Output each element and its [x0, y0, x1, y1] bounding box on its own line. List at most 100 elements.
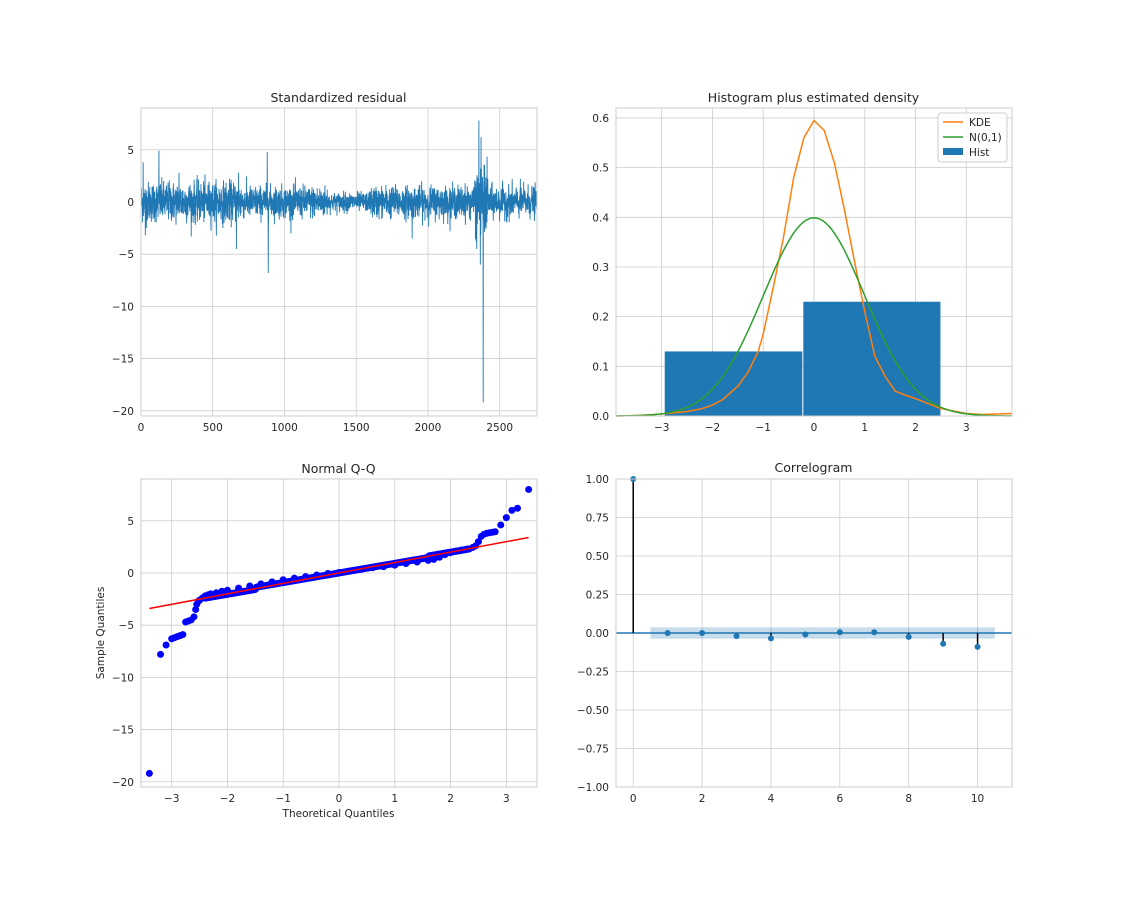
acf-marker: [664, 630, 671, 636]
hist-ytick-label: 0.3: [592, 262, 609, 274]
qq-xtick-label: −2: [220, 793, 235, 805]
histogram-bar: [803, 301, 941, 416]
resid-xtick-label: 1000: [271, 422, 298, 434]
acf-marker: [871, 629, 878, 636]
qq-point: [491, 528, 499, 536]
hist-xtick-label: 3: [963, 422, 970, 434]
correlogram-title: Correlogram: [775, 460, 853, 475]
standardized-residual-panel: Standardized residual 0 500 1000 1500 2000 25…: [112, 90, 538, 434]
hist-ytick-label: 0.6: [592, 113, 609, 125]
resid-ytick-label: −10: [112, 301, 134, 313]
hist-plot-area: [615, 119, 1013, 417]
hist-xtick-label: −3: [654, 422, 669, 434]
resid-ytick-label: −5: [119, 249, 134, 261]
acf-xtick-label: 6: [836, 793, 843, 805]
acf-marker: [940, 640, 947, 647]
acf-xtick-label: 0: [630, 793, 637, 805]
qq-xtick-label: 0: [336, 793, 343, 805]
qq-point: [508, 506, 516, 514]
qq-xtick-label: −1: [275, 793, 290, 805]
legend-normal-label: N(0,1): [969, 132, 1002, 144]
qq-ytick-label: −20: [112, 777, 134, 789]
normal-qq-panel: Normal Q-Q Theoretical Quantiles Sample …: [95, 461, 538, 820]
qq-ytick-label: −15: [112, 725, 134, 737]
qq-point: [435, 553, 443, 561]
residual-series-line: [140, 120, 538, 403]
qq-point: [190, 613, 198, 621]
legend-hist-label: Hist: [969, 147, 989, 159]
qq-point: [290, 574, 298, 582]
qq-point: [257, 580, 265, 588]
resid-ytick-label: −20: [112, 406, 134, 418]
acf-ytick-label: 0.50: [586, 551, 609, 563]
qq-reference-line: [149, 536, 529, 610]
hist-ytick-label: 0.4: [592, 212, 609, 224]
acf-frame: [615, 478, 1013, 788]
qq-frame: [140, 478, 538, 788]
acf-ytick-label: 0.00: [586, 628, 609, 640]
acf-xtick-label: 2: [699, 793, 706, 805]
qq-point: [207, 590, 215, 598]
qq-point: [179, 631, 187, 639]
acf-xtick-label: 10: [971, 793, 984, 805]
qq-point: [413, 558, 421, 566]
legend-kde-label: KDE: [969, 117, 991, 129]
qq-ytick-label: 0: [127, 568, 134, 580]
hist-ytick-label: 0.2: [592, 312, 609, 324]
acf-ytick-label: −0.25: [577, 667, 609, 679]
qq-point: [145, 769, 153, 777]
qq-xtick-label: 3: [503, 793, 510, 805]
hist-xtick-label: −2: [705, 422, 720, 434]
acf-ytick-label: −1.00: [577, 782, 609, 794]
qq-xtick-label: −3: [164, 793, 179, 805]
qq-point: [235, 584, 243, 592]
acf-ytick-label: −0.50: [577, 705, 609, 717]
qq-grid: [141, 479, 537, 787]
hist-xtick-label: 1: [861, 422, 868, 434]
qq-title: Normal Q-Q: [301, 461, 375, 476]
resid-xtick-label: 500: [203, 422, 223, 434]
qq-ytick-label: −5: [119, 620, 134, 632]
qq-point: [525, 485, 533, 493]
standardized-residual-title: Standardized residual: [270, 90, 406, 105]
qq-point: [162, 641, 170, 649]
acf-ytick-label: 0.25: [586, 590, 609, 602]
acf-marker: [802, 631, 809, 638]
qq-point: [223, 586, 231, 594]
hist-xtick-label: 2: [912, 422, 919, 434]
histogram-bar: [664, 351, 803, 416]
resid-ytick-label: 5: [127, 145, 134, 157]
resid-ytick-label: −15: [112, 354, 134, 366]
qq-point: [502, 514, 510, 522]
resid-xtick-label: 0: [138, 422, 145, 434]
qq-point: [497, 521, 505, 529]
histogram-title: Histogram plus estimated density: [708, 90, 920, 105]
qq-xtick-label: 1: [391, 793, 398, 805]
acf-xtick-label: 8: [905, 793, 912, 805]
hist-ytick-label: 0.5: [592, 163, 609, 175]
qq-point: [279, 576, 287, 584]
qq-xtick-label: 2: [447, 793, 454, 805]
hist-ytick-label: 0.1: [592, 361, 609, 373]
resid-xtick-label: 2500: [486, 422, 513, 434]
qq-ylabel: Sample Quantiles: [95, 587, 107, 680]
qq-point: [268, 578, 276, 586]
resid-ytick-label: 0: [127, 197, 134, 209]
qq-xlabel: Theoretical Quantiles: [282, 808, 395, 820]
acf-marker: [733, 633, 740, 640]
qq-ytick-label: −10: [112, 672, 134, 684]
qq-point: [513, 504, 521, 512]
acf-ytick-label: 1.00: [586, 474, 609, 486]
resid-xtick-label: 1500: [343, 422, 370, 434]
qq-plot-area: [145, 485, 533, 777]
qq-point: [246, 582, 254, 590]
correlogram-panel: Correlogram 0 2 4 6 8 10 1.00 0.75 0.50 0.25 0.00 −…: [577, 460, 1013, 805]
acf-ytick-label: 0.75: [586, 513, 609, 525]
legend-hist-swatch: [943, 148, 963, 155]
acf-marker: [699, 630, 706, 636]
resid-xtick-label: 2000: [415, 422, 442, 434]
acf-xtick-label: 4: [768, 793, 775, 805]
kde-line: [615, 119, 1013, 417]
qq-point: [192, 606, 200, 614]
normal-density-line: [615, 217, 1013, 417]
